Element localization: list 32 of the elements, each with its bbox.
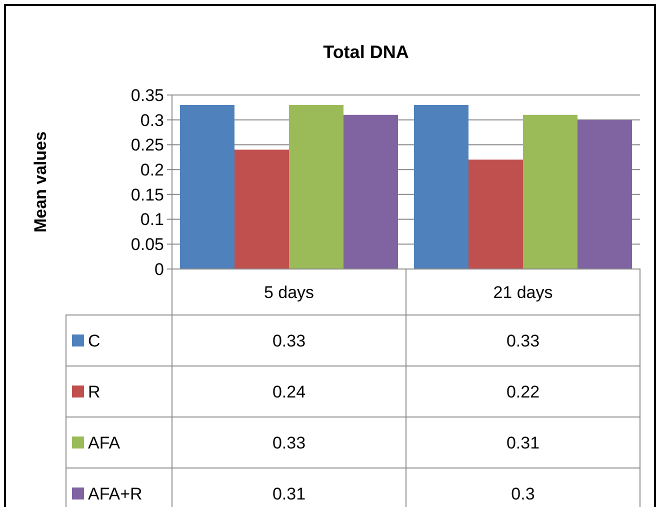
y-axis-title: Mean values <box>31 131 50 233</box>
data-label: 0.3 <box>511 484 535 504</box>
data-label: 0.33 <box>272 331 306 350</box>
bar <box>414 104 468 269</box>
legend-label: AFA <box>88 433 121 452</box>
bar <box>344 114 398 269</box>
bar <box>180 104 234 269</box>
legend-label: C <box>88 331 100 350</box>
y-tick-label: 0.3 <box>140 110 164 130</box>
data-label: 0.24 <box>272 382 306 402</box>
bar <box>234 150 289 269</box>
data-label: 0.22 <box>506 382 540 402</box>
legend-label: R <box>88 382 100 402</box>
y-tick-label: 0.1 <box>140 210 164 230</box>
data-label: 0.33 <box>272 433 306 452</box>
bar <box>468 160 523 269</box>
y-tick-label: 0.05 <box>130 235 164 254</box>
x-tick-label: 5 days <box>264 282 314 302</box>
bar <box>523 114 578 269</box>
bar <box>578 120 632 269</box>
legend-label: AFA+R <box>88 484 142 504</box>
y-tick-label: 0.35 <box>130 86 164 105</box>
chart-title: Total DNA <box>323 42 409 62</box>
y-tick-label: 0.2 <box>140 160 164 180</box>
data-label: 0.31 <box>506 433 540 452</box>
y-tick-label: 0.25 <box>130 136 164 155</box>
data-label: 0.31 <box>272 484 306 504</box>
bar <box>289 104 344 269</box>
x-tick-label: 21 days <box>493 282 553 302</box>
y-tick-label: 0.15 <box>130 185 164 204</box>
data-label: 0.33 <box>506 331 540 350</box>
y-tick-label: 0 <box>154 260 164 279</box>
